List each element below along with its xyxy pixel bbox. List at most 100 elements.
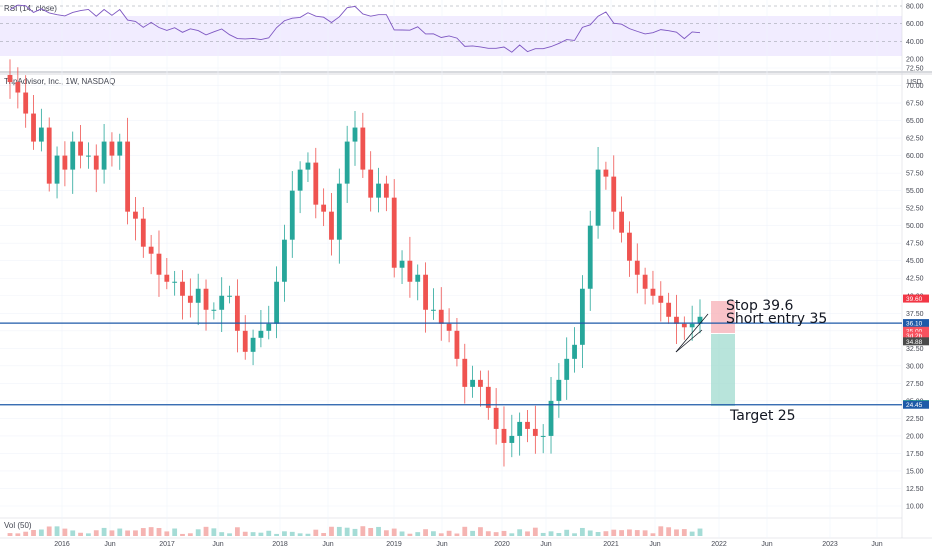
candle-body [187,295,193,303]
candle-body [234,295,240,331]
candle-body [658,295,664,303]
volume-bar [658,526,664,536]
candle-body [642,274,648,289]
candle-body [383,183,389,198]
price-tick-label: 17.50 [906,451,924,458]
volume-bar [195,529,201,536]
volume-bar [689,531,695,536]
rsi-tick-label: 20.00 [906,57,924,64]
volume-bar [627,529,632,536]
price-tick-label: 70.00 [906,83,924,90]
volume-bar [234,527,240,536]
volume-bar [509,533,515,536]
volume-bar [31,530,36,536]
volume-bar [415,532,421,536]
rsi-line [9,4,701,53]
price-tick-label: 55.00 [906,188,924,195]
candle-body [423,274,428,310]
candle-body [62,155,68,170]
candle-body [54,155,60,184]
volume-bar [344,527,350,536]
candle-body [219,295,225,310]
volume-bar [7,533,13,536]
profit-target-zone[interactable] [711,334,735,406]
volume-bar [258,532,264,536]
volume-bar [289,531,295,536]
volume-bar [140,528,146,536]
volume-bar [297,533,303,536]
target-annotation: Target 25 [729,408,796,424]
time-tick-label: Jun [871,541,882,548]
candle-body [540,435,546,437]
price-tag [903,337,929,346]
time-tick-label: Jun [104,541,115,548]
price-tick-label: 30.00 [906,363,924,370]
candle-body [634,260,640,275]
candle-body [438,309,444,324]
candle-body [462,358,468,387]
stop-loss-zone[interactable] [711,301,735,333]
volume-bar [462,526,468,536]
volume-bar [407,533,413,536]
candle-body [548,400,554,436]
candle-body [109,141,115,156]
volume-bar [556,533,562,536]
candle-body [101,141,107,170]
candle-body [321,204,327,212]
volume-bar [266,530,272,536]
candle-body [431,309,436,311]
candle-body [86,155,91,157]
time-tick-label: 2016 [54,541,70,548]
wedge-lower-line [675,329,703,353]
price-tag-label: 36.10 [906,321,923,328]
candle-body [15,82,21,93]
price-tick-label: 12.50 [906,486,924,493]
candle-body [611,176,617,212]
candle-body [7,75,13,83]
candle-body [156,253,162,275]
time-axis: 2016 Jun 2017 Jun 2018 Jun 2019 Jun 2020 Jun 2021 J… [54,541,883,548]
volume-bar [86,533,91,536]
candle-body [289,190,295,240]
time-tick-label: Jun [212,541,223,548]
wedge-upper-line [675,313,709,353]
candle-body [697,316,703,324]
price-tag-label: 3d 2h [906,333,923,340]
candle-body [579,288,585,345]
volume-bar [133,530,138,536]
candle-body [666,302,672,317]
volume-bar [336,526,342,536]
volume-bar [446,530,452,536]
volume-bar [697,528,703,536]
candle-body [242,330,248,352]
candle-body [133,211,138,219]
rsi-pane-label: RSI (14, close) [4,4,57,13]
candle-body [478,379,483,387]
candle-body [674,316,679,324]
candle-body [93,155,99,170]
volume-bar [321,533,327,536]
volume-bar [674,529,679,536]
volume-bar [478,527,483,536]
price-tick-label: 20.00 [906,433,924,440]
candle-body [172,281,178,283]
time-tick-label: Jun [540,541,551,548]
currency-label: USD [907,79,922,86]
time-tick-label: Jun [649,541,660,548]
price-tick-label: 42.50 [906,276,924,283]
volume-bar [156,528,162,536]
volume-bar [352,528,358,536]
volume-bar [650,533,656,536]
volume-bar [438,533,444,536]
candle-body [227,295,232,297]
volume-bar [368,527,374,536]
volume-bar [203,526,209,536]
price-tag-label: 34.88 [906,339,923,346]
candle-body [78,141,83,156]
horizontal-lines [0,322,902,406]
price-tick-label: 37.50 [906,311,924,318]
volume-bar [431,531,436,536]
volume-bar [642,530,648,536]
volume-bars [7,526,703,536]
